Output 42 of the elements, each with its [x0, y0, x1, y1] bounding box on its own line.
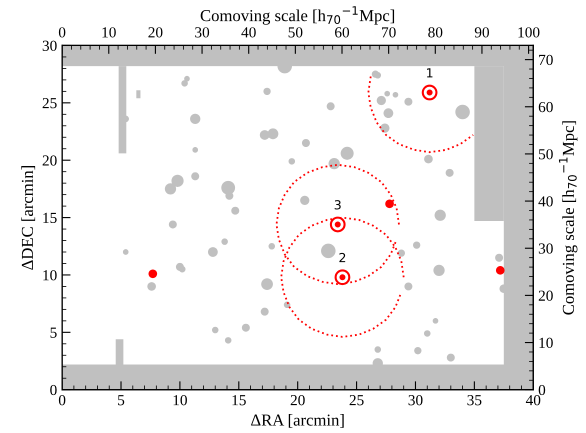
- y2-tick-label: 40: [538, 196, 553, 207]
- y2-tick-label: 70: [539, 54, 553, 66]
- x2-tick-label: 70: [382, 27, 396, 38]
- x2-tick-label: 0: [58, 27, 66, 38]
- x2-axis-title: Comoving scale [h$_{70}$$^{−1}$Mpc]: [200, 6, 394, 25]
- y-tick-label: 30: [42, 40, 57, 51]
- y-tick-label: 5: [50, 328, 57, 338]
- x2-tick-label: 90: [474, 27, 490, 38]
- annotation: 2: [339, 252, 346, 262]
- x2-tick-label: 20: [148, 27, 162, 38]
- x2-tick-label: 80: [428, 27, 442, 38]
- x-tick-label: 30: [408, 395, 423, 406]
- x2-tick-label: 50: [288, 27, 302, 38]
- x-tick-label: 15: [232, 395, 246, 406]
- y-tick-label: 20: [42, 155, 57, 166]
- y-axis-title: ΔDEC [arcmin]: [21, 166, 36, 270]
- y-tick-label: 10: [43, 270, 57, 280]
- x-tick-label: 0: [58, 395, 66, 406]
- annotation: 3: [334, 200, 341, 210]
- y-tick-label: 25: [42, 98, 57, 108]
- x-tick-label: 25: [350, 395, 364, 406]
- y2-tick-label: 0: [538, 384, 546, 396]
- x-tick-label: 40: [526, 395, 540, 406]
- y2-tick-label: 60: [538, 102, 553, 112]
- x2-tick-label: 100: [518, 27, 540, 38]
- y2-tick-label: 10: [539, 338, 553, 348]
- y-tick-label: 0: [50, 384, 57, 396]
- y2-axis-title: Comoving scale [h$_{70}$$^{−1}$Mpc]: [558, 121, 578, 315]
- x2-tick-label: 40: [241, 27, 256, 38]
- y2-tick-label: 30: [538, 243, 553, 254]
- x2-tick-label: 60: [335, 27, 350, 38]
- y-tick-label: 15: [43, 212, 57, 224]
- x-tick-label: 5: [118, 395, 124, 406]
- x-tick-label: 10: [174, 395, 187, 406]
- x-tick-label: 20: [290, 395, 305, 406]
- x2-tick-label: 30: [195, 27, 210, 38]
- annotation: 1: [427, 68, 432, 78]
- y2-tick-label: 20: [538, 290, 553, 301]
- x-axis-title: ΔRA [arcmin]: [251, 414, 344, 428]
- x-tick-label: 35: [467, 395, 482, 406]
- x2-tick-label: 10: [102, 27, 116, 38]
- y2-tick-label: 50: [539, 149, 553, 160]
